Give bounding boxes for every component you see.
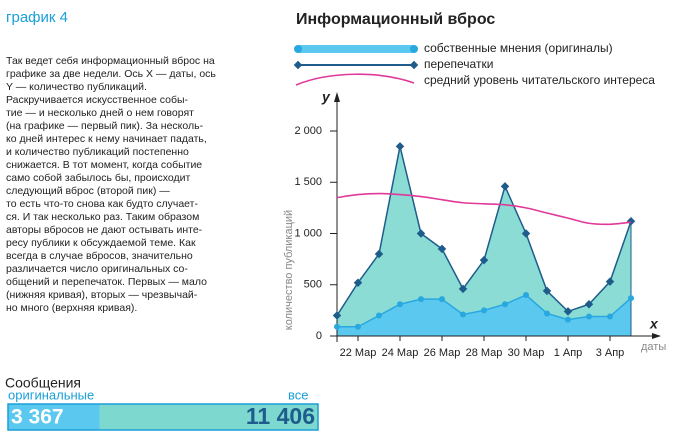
legend-label: средний уровень читательского интереса: [424, 73, 655, 87]
reprint-marker: [563, 307, 573, 316]
x-axis-label: даты: [641, 341, 666, 353]
totals-frame: [7, 403, 319, 431]
area-originals: [337, 295, 631, 336]
description-line: графике за две недели. Ось X — даты, ось: [6, 68, 216, 80]
description-line: различается число оригинальных со-: [6, 263, 188, 275]
legend-swatch: [410, 45, 418, 53]
x-axis-letter: x: [649, 316, 659, 332]
legend-label: перепечатки: [424, 57, 493, 71]
reprint-marker: [479, 255, 489, 265]
original-marker: [355, 323, 361, 330]
reprint-marker: [395, 142, 405, 151]
description-line: тие — и несколько дней о нем говорят: [6, 107, 194, 119]
area-reprints: [337, 146, 631, 336]
chart-title: Информационный вброс: [296, 11, 495, 28]
totals-label: оригинальные: [8, 387, 94, 402]
description-line: ся. И так несколько раз. Таким образом: [6, 211, 199, 223]
reprint-marker: [437, 244, 447, 254]
y-tick-label: 1 500: [294, 176, 322, 188]
original-marker: [460, 311, 466, 318]
description-line: само собой забылось бы, происходит: [6, 172, 190, 184]
y-tick-label: 500: [304, 279, 322, 291]
legend-swatch: [298, 45, 414, 53]
legend-label: собственные мнения (оригиналы): [424, 41, 613, 55]
description-line: Y — количество публикаций.: [6, 81, 147, 93]
reprint-marker: [605, 277, 615, 286]
y-tick-label: 2 000: [294, 125, 322, 137]
original-marker: [334, 323, 340, 330]
original-marker: [565, 316, 571, 323]
description-line: то есть что-то снова как будто случает-: [6, 198, 198, 210]
x-tick-label: 24 Мар: [382, 347, 419, 359]
description-line: общений и перепечаток. Первых — мало: [6, 276, 207, 288]
reprint-marker: [584, 299, 594, 309]
x-tick-label: 28 Мар: [466, 347, 503, 359]
description-line: ресу публики к обсуждаемой теме. Как: [6, 237, 196, 249]
description-line: (на графике — первый пик). За несколь-: [6, 120, 204, 132]
totals-title: Сообщения: [5, 375, 81, 391]
reprint-marker: [626, 216, 636, 226]
original-marker: [376, 312, 382, 319]
reprint-marker: [542, 286, 552, 296]
description-line: ко дней интерес к нему начинает падать,: [6, 133, 207, 145]
interest-line: [336, 192, 632, 226]
y-axis-letter: y: [321, 89, 331, 105]
original-marker: [523, 292, 529, 298]
original-marker: [481, 307, 487, 314]
y-tick-label: 0: [316, 330, 322, 342]
description-line: но много (верхняя кривая).: [6, 302, 137, 314]
legend-swatch: [295, 73, 415, 86]
x-tick-label: 3 Апр: [596, 347, 625, 359]
description-line: авторы вбросов не дают остывать инте-: [6, 224, 203, 236]
description-line: (нижняя кривая), вторых — чрезвычай-: [6, 289, 198, 301]
reprint-marker: [374, 249, 384, 259]
totals-label: все: [288, 387, 309, 402]
description-line: Раскручивается искусственное собы-: [6, 94, 189, 106]
totals-value: 3 367: [11, 406, 64, 429]
x-tick-label: 22 Мар: [340, 347, 377, 359]
original-marker: [586, 313, 592, 320]
description-line: Так ведет себя информационный вброс на: [6, 55, 215, 67]
reprint-marker: [500, 182, 510, 191]
original-marker: [397, 301, 403, 308]
original-marker: [418, 296, 424, 303]
x-tick-label: 30 Мар: [508, 347, 545, 359]
reprint-marker: [458, 284, 468, 294]
x-tick-label: 26 Мар: [424, 347, 461, 359]
reprint-marker: [416, 229, 426, 238]
totals-value: 11 406: [246, 403, 315, 429]
heading: график 4: [6, 9, 68, 26]
description-line: снижается. В тот момент, когда событие: [6, 159, 202, 171]
y-arrow: [334, 92, 340, 102]
y-axis-label: количество публикаций: [283, 210, 295, 330]
legend-swatch: [293, 60, 303, 70]
legend-swatch: [294, 45, 302, 53]
totals-bar: [8, 404, 100, 430]
original-marker: [439, 296, 445, 303]
reprint-marker: [353, 278, 363, 287]
x-arrow: [652, 333, 661, 339]
x-tick-label: 1 Апр: [554, 347, 583, 359]
original-marker: [544, 310, 550, 317]
reprint-marker: [332, 311, 342, 320]
y-tick-label: 1 000: [294, 227, 322, 239]
original-marker: [628, 295, 634, 302]
original-marker: [607, 313, 613, 320]
description-line: всегда в случае вбросов, значительно: [6, 250, 193, 262]
original-marker: [502, 301, 508, 308]
description-line: следующий вброс (второй пик) —: [6, 185, 170, 197]
description-line: и количество публикаций постепенно: [6, 146, 189, 158]
legend-swatch: [409, 60, 419, 70]
